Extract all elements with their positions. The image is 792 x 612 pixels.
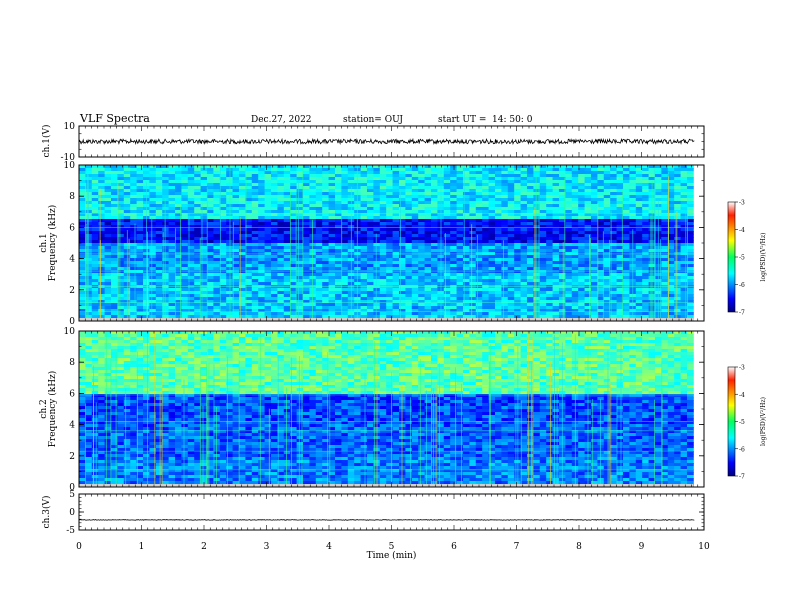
xtick-label: 2 (201, 542, 207, 552)
xtick-label: 10 (698, 542, 710, 552)
xtick-label: 5 (389, 542, 395, 552)
ch1-freq-ytick-label: 2 (69, 286, 75, 296)
xtick-label: 1 (139, 542, 145, 552)
ch3-ytick-label: 0 (69, 508, 75, 518)
ch2-freq-ytick-label: 6 (69, 389, 75, 399)
colorbar-label: log(PSD)(V²/Hz) (760, 233, 767, 282)
colorbar-label: log(PSD)(V²/Hz) (760, 397, 767, 446)
xaxis-label: Time (min) (367, 550, 417, 561)
date-label: Dec.27, 2022 (251, 115, 312, 125)
xtick-label: 3 (264, 542, 270, 552)
ch2-freq-ytick-label: 0 (69, 483, 75, 493)
colorbar-tick-label: -6 (739, 446, 745, 453)
ch1-ylabel: ch.1(V) (41, 125, 52, 158)
colorbar-tick-label: -4 (739, 392, 745, 399)
ch3-ylabel: ch.3(V) (41, 496, 52, 529)
ch1-freq-ytick-label: 6 (69, 223, 75, 233)
xtick-label: 4 (326, 542, 332, 552)
xtick-label: 7 (514, 542, 520, 552)
xtick-label: 6 (451, 542, 457, 552)
ch1-freq-ytick-label: 10 (64, 161, 76, 171)
colorbar-tick-label: -5 (739, 419, 745, 426)
colorbar-tick-label: -7 (739, 310, 745, 317)
colorbar-tick-label: -6 (739, 282, 745, 289)
ch1-ytick-label: -10 (61, 153, 76, 163)
start-ut-value: 14: 50: 0 (492, 115, 533, 125)
colorbar-tick-label: -4 (739, 227, 745, 234)
colorbar-tick-label: -3 (739, 200, 745, 207)
ch1-freq-ylabel: Frequency (kHz) (47, 205, 58, 282)
ch2-freq-ytick-label: 4 (69, 421, 75, 431)
colorbar-tick-label: -3 (739, 365, 745, 372)
ch3-ytick-label: 5 (69, 490, 75, 500)
ch2-colorbar (727, 366, 736, 477)
ch2-channel-label: ch.2 (39, 399, 49, 418)
ch2-freq-ylabel: Frequency (kHz) (47, 371, 58, 448)
xtick-label: 9 (639, 542, 645, 552)
ch3-waveform-frame (78, 493, 705, 531)
ch1-freq-ytick-label: 8 (69, 192, 75, 202)
colorbar-tick-label: -5 (739, 255, 745, 262)
ch2-freq-ytick-label: 8 (69, 358, 75, 368)
xtick-label: 8 (576, 542, 582, 552)
xtick-label: 0 (76, 542, 82, 552)
ch2-spectrogram-image (79, 331, 694, 488)
ch1-ytick-label: 10 (64, 122, 76, 132)
ch3-ytick-label: -5 (66, 526, 75, 536)
colorbar-tick-label: -7 (739, 474, 745, 481)
ch1-freq-ytick-label: 0 (69, 317, 75, 327)
ch1-freq-ytick-label: 4 (69, 255, 75, 265)
ch2-freq-ytick-label: 2 (69, 452, 75, 462)
ch3-waveform-trace (78, 519, 695, 521)
ch1-waveform-trace (78, 137, 695, 146)
chart-title: VLF Spectra (80, 112, 150, 125)
ch1-channel-label: ch.1 (39, 233, 49, 252)
ch1-spectrogram-image (79, 165, 694, 322)
ch2-freq-ytick-label: 10 (64, 327, 76, 337)
start-ut-label: start UT = (438, 115, 487, 125)
station-label: station= OUJ (343, 115, 404, 125)
ch1-colorbar (727, 201, 736, 313)
